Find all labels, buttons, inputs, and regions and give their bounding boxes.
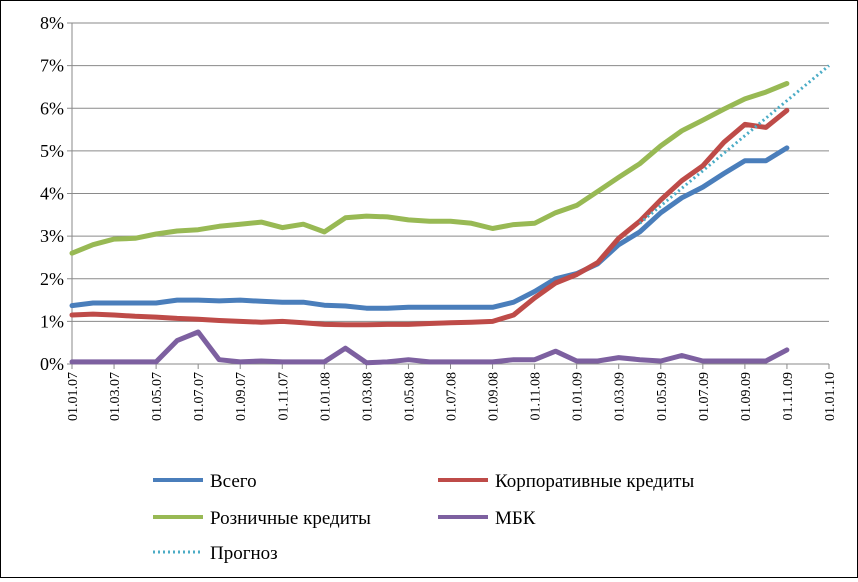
y-tick-label: 4% (40, 184, 64, 204)
x-tick-label: 01.01.10 (823, 372, 838, 421)
x-tick-label: 01.09.07 (234, 372, 249, 421)
series-line-2 (69, 81, 790, 256)
legend-label: Розничные кредиты (210, 508, 371, 529)
x-tick-label: 01.09.09 (739, 372, 754, 421)
y-tick-label: 0% (40, 354, 64, 374)
x-tick-label: 01.07.08 (445, 372, 460, 421)
y-tick-label: 7% (40, 56, 64, 76)
legend: Всего Корпоративные кредиты Розничные кред… (153, 471, 694, 564)
x-tick-label: 01.11.08 (529, 372, 544, 420)
legend-label: Корпоративные кредиты (495, 471, 694, 492)
y-tick-label: 6% (40, 98, 64, 118)
x-tick-label: 01.11.09 (781, 372, 796, 420)
series-line-1 (69, 107, 790, 328)
y-tick-labels: 0% 1% 2% 3% 4% 5% 6% 7% 8% (40, 13, 72, 374)
x-tick-label: 01.03.07 (108, 372, 123, 421)
series-line-3 (69, 329, 790, 366)
legend-label: Всего (210, 471, 257, 492)
series-line-4 (638, 64, 830, 225)
x-tick-label: 01.05.08 (402, 372, 417, 421)
series-line-0 (69, 145, 790, 311)
x-tick-label: 01.03.08 (360, 372, 375, 421)
y-tick-label: 3% (40, 226, 64, 246)
y-tick-label: 1% (40, 311, 64, 331)
y-tick-label: 8% (40, 13, 64, 33)
legend-label: Прогноз (210, 543, 278, 564)
x-tick-label: 01.01.07 (66, 372, 81, 421)
x-tick-label: 01.05.07 (150, 372, 165, 421)
x-tick-label: 01.11.07 (276, 372, 291, 420)
x-tick-label: 01.05.09 (655, 372, 670, 421)
x-tick-label: 01.07.07 (192, 372, 207, 421)
legend-label: МБК (495, 508, 536, 529)
series-lines (69, 64, 830, 366)
x-tick-labels: 01.01.07 01.03.07 01.05.07 01.07.07 01.09.07… (66, 364, 838, 421)
x-tick-label: 01.01.08 (318, 372, 333, 421)
x-tick-label: 01.09.08 (487, 372, 502, 421)
y-tick-label: 2% (40, 269, 64, 289)
y-tick-label: 5% (40, 141, 64, 161)
x-tick-label: 01.01.09 (571, 372, 586, 421)
x-tick-label: 01.07.09 (697, 372, 712, 421)
x-tick-label: 01.03.09 (613, 372, 628, 421)
gridlines (72, 22, 829, 322)
